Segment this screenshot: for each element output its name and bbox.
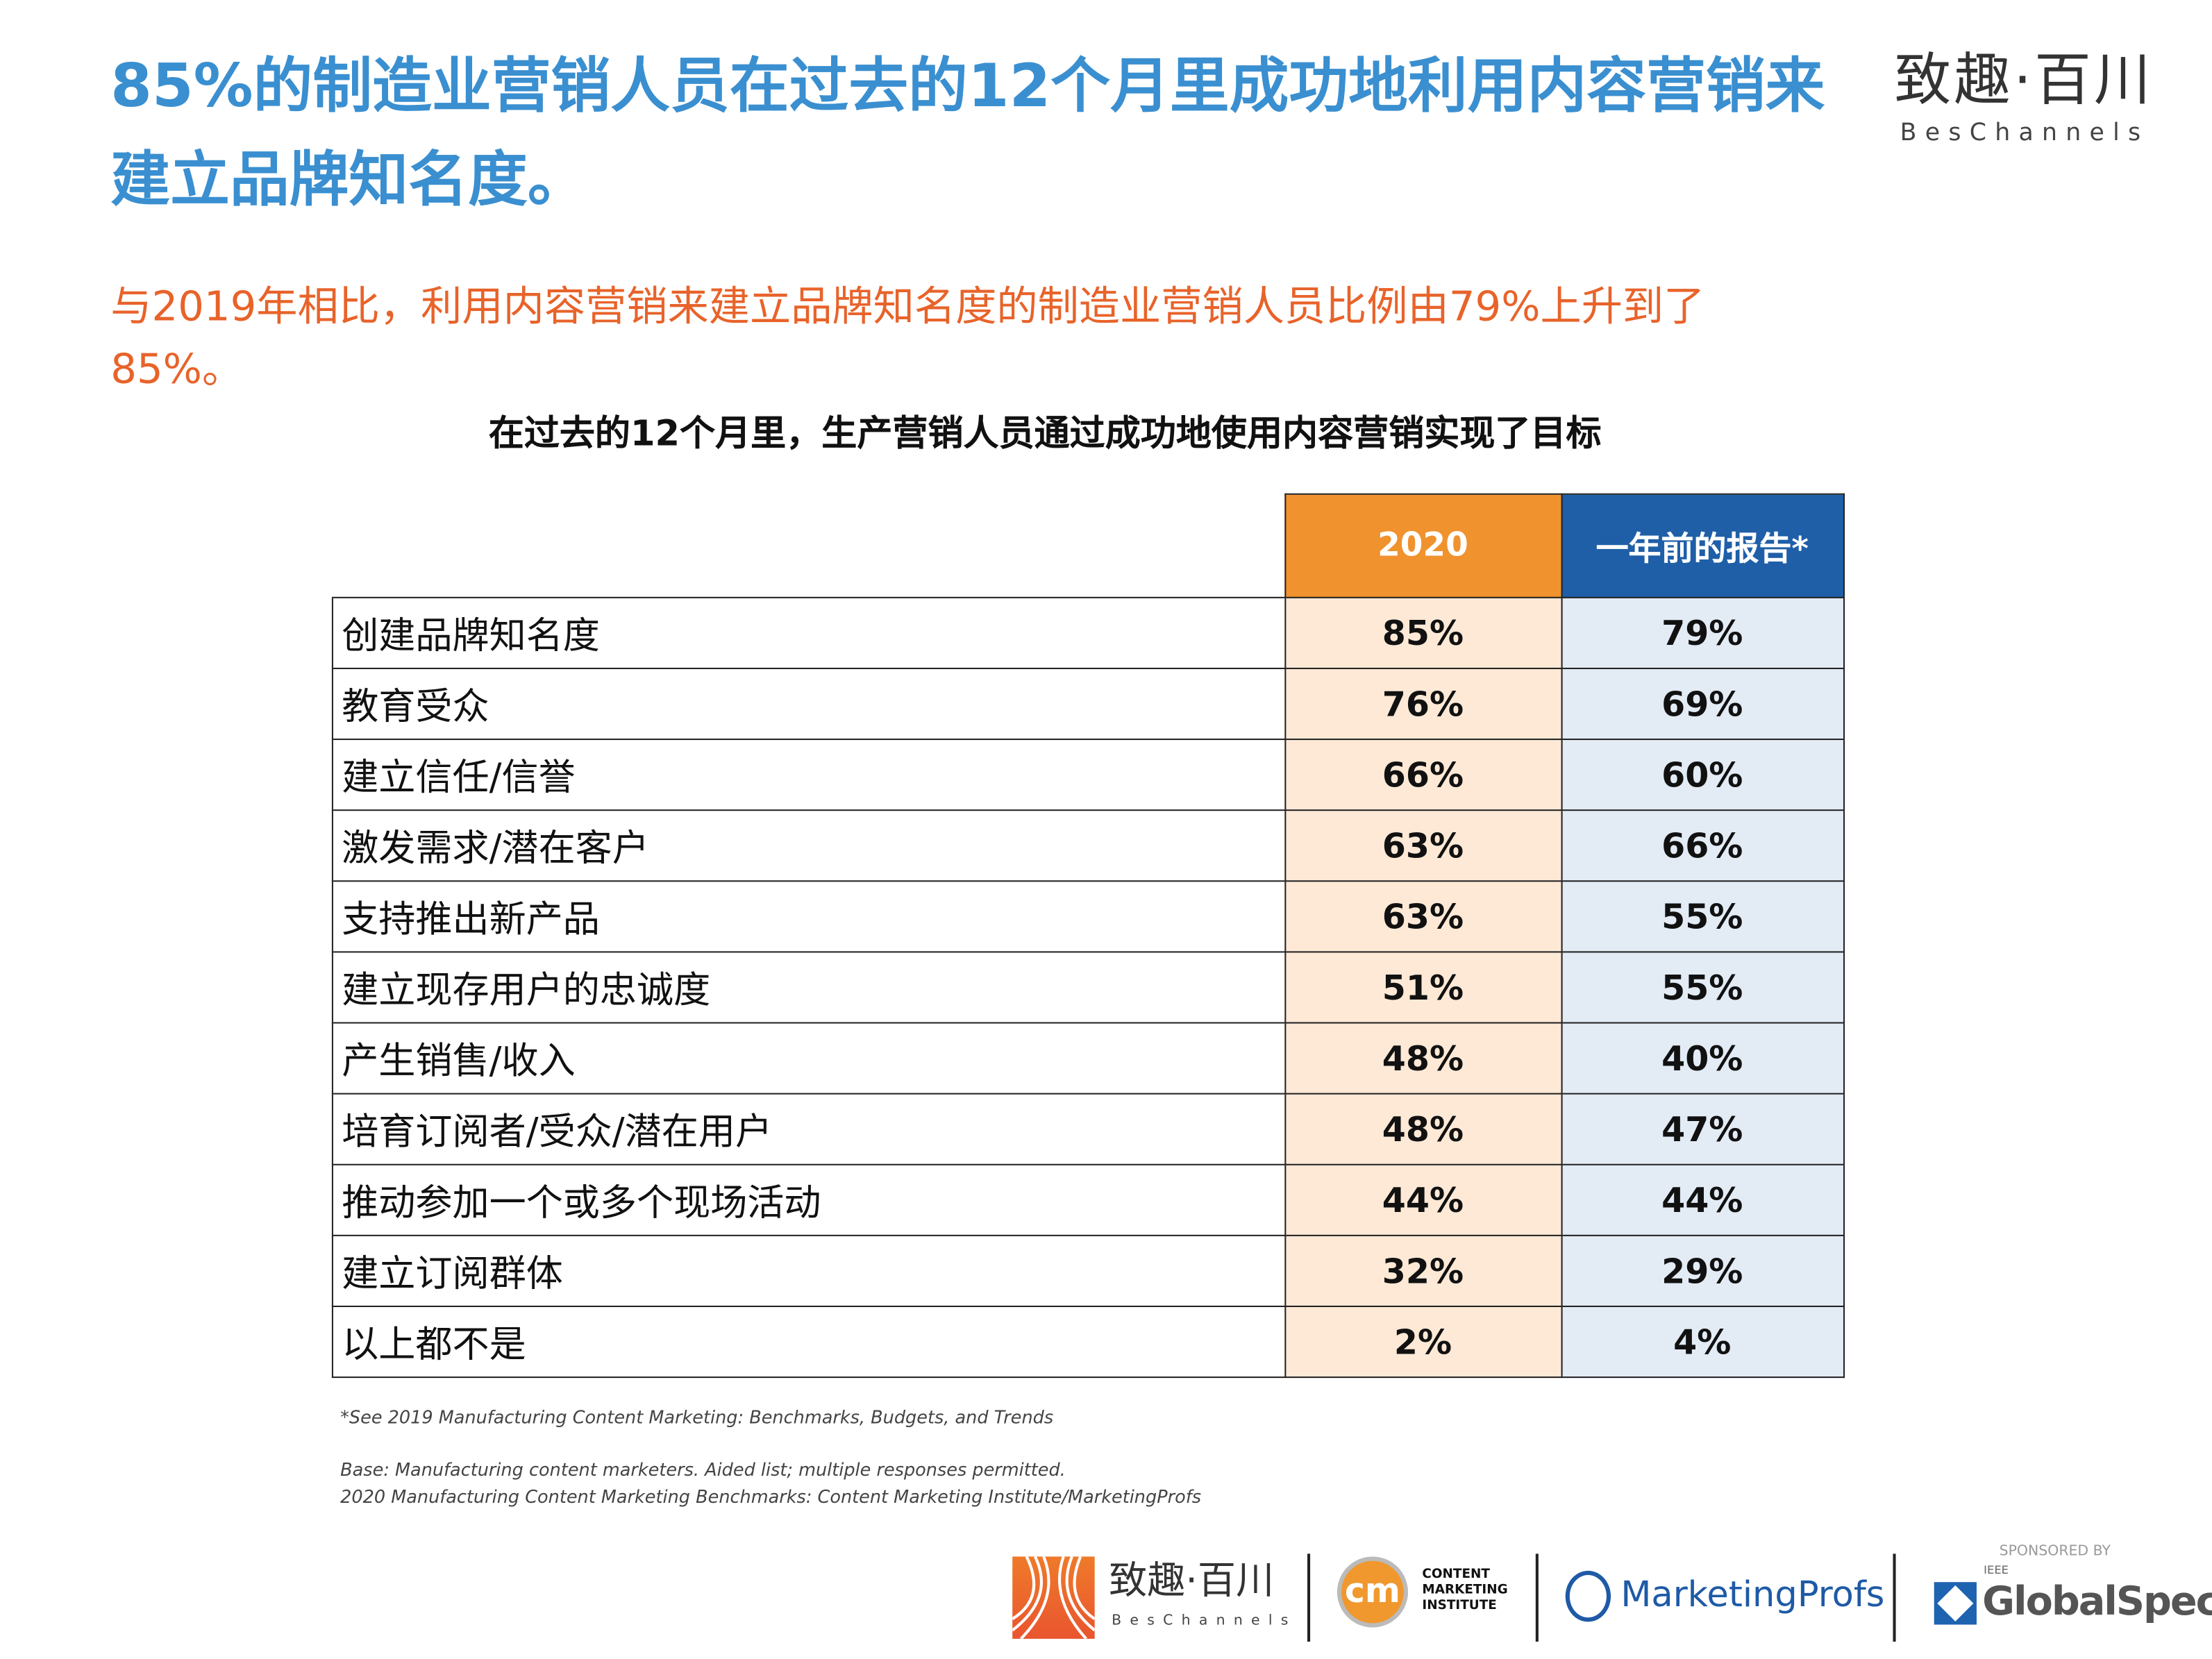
footer-divider (1307, 1553, 1310, 1642)
value-2020: 85% (1284, 596, 1562, 669)
table-row: 培育订阅者/受众/潜在用户 48% 47% (331, 1093, 1845, 1165)
row-label: 培育订阅者/受众/潜在用户 (331, 1093, 1286, 1165)
brand-logo-en: BesChannels (1900, 119, 2150, 148)
value-prior: 40% (1560, 1022, 1845, 1095)
cmi-logo-mark: cm (1337, 1556, 1409, 1628)
cmi-logo-text: CONTENT MARKETING INSTITUTE (1422, 1568, 1507, 1615)
row-label: 支持推出新产品 (331, 880, 1286, 953)
value-2020: 66% (1284, 739, 1562, 811)
value-2020: 32% (1284, 1234, 1562, 1308)
value-prior: 66% (1560, 809, 1845, 882)
globalspec-logo: GlobalSpec (1982, 1578, 2212, 1625)
cmi-text-3: INSTITUTE (1422, 1599, 1497, 1614)
cmi-text-1: CONTENT (1422, 1567, 1490, 1583)
beschannels-logo-mark (1012, 1556, 1095, 1639)
value-2020: 48% (1284, 1093, 1562, 1165)
value-2020: 2% (1284, 1305, 1562, 1379)
value-2020: 48% (1284, 1022, 1562, 1095)
value-2020: 76% (1284, 667, 1562, 741)
beschannels-footer-cn: 致趣·百川 (1109, 1559, 1275, 1603)
column-header-2020: 2020 (1284, 493, 1562, 598)
base-note: Base: Manufacturing content marketers. A… (340, 1458, 1066, 1481)
value-2020: 51% (1284, 951, 1562, 1024)
table-row: 教育受众 76% 69% (331, 667, 1845, 741)
value-prior: 55% (1560, 951, 1845, 1024)
row-label: 推动参加一个或多个现场活动 (331, 1163, 1286, 1236)
header-blank (332, 494, 1285, 598)
footer-divider (1893, 1553, 1895, 1642)
table-title: 在过去的12个月里，生产营销人员通过成功地使用内容营销实现了目标 (488, 412, 1602, 454)
value-prior: 69% (1560, 667, 1845, 741)
value-prior: 60% (1560, 739, 1845, 811)
cmi-text-2: MARKETING (1422, 1583, 1508, 1598)
row-label: 建立现存用户的忠诚度 (331, 951, 1286, 1024)
table-row: 创建品牌知名度 85% 79% (331, 596, 1845, 669)
subtitle: 与2019年相比，利用内容营销来建立品牌知名度的制造业营销人员比例由79%上升到… (110, 282, 1705, 393)
column-header-prior: 一年前的报告* (1560, 493, 1845, 598)
goals-table: 2020 一年前的报告* 创建品牌知名度 85% 79% 教育受众 76% 69% 建立信任… (331, 493, 1845, 1379)
marketingprofs-logo: MarketingProfs (1620, 1573, 1885, 1615)
row-label: 教育受众 (331, 667, 1286, 741)
footnote: *See 2019 Manufacturing Content Marketin… (340, 1406, 1054, 1428)
row-label: 产生销售/收入 (331, 1022, 1286, 1095)
value-prior: 29% (1560, 1234, 1845, 1308)
table-row: 推动参加一个或多个现场活动 44% 44% (331, 1163, 1845, 1236)
footer-divider (1535, 1553, 1538, 1642)
table-row: 以上都不是 2% 4% (331, 1305, 1845, 1379)
value-prior: 44% (1560, 1163, 1845, 1236)
page-title: 85%的制造业营销人员在过去的12个月里成功地利用内容营销来建立品牌知名度。 (110, 51, 1825, 214)
source-note: 2020 Manufacturing Content Marketing Ben… (340, 1485, 1202, 1507)
value-prior: 47% (1560, 1093, 1845, 1165)
table-row: 建立订阅群体 32% 29% (331, 1234, 1845, 1308)
table-row: 建立现存用户的忠诚度 51% 55% (331, 951, 1845, 1024)
table-row: 产生销售/收入 48% 40% (331, 1022, 1845, 1095)
beschannels-footer-en: BesChannels (1112, 1613, 1297, 1629)
sponsored-by-label: SPONSORED BY (1999, 1544, 2111, 1560)
table-row: 激发需求/潜在客户 63% 66% (331, 809, 1845, 882)
brand-logo-cn: 致趣·百川 (1894, 48, 2154, 114)
marketingprofs-logo-icon (1565, 1570, 1611, 1622)
table-row: 支持推出新产品 63% 55% (331, 880, 1845, 953)
table-header-row: 2020 一年前的报告* (332, 493, 1845, 598)
value-prior: 79% (1560, 596, 1845, 669)
table-row: 建立信任/信誉 66% 60% (331, 739, 1845, 811)
globalspec-logo-mark (1934, 1582, 1977, 1625)
row-label: 建立订阅群体 (331, 1234, 1286, 1308)
value-prior: 55% (1560, 880, 1845, 953)
row-label: 建立信任/信誉 (331, 739, 1286, 811)
row-label: 创建品牌知名度 (331, 596, 1286, 669)
value-2020: 63% (1284, 880, 1562, 953)
ieee-label: IEEE (1984, 1563, 2009, 1577)
row-label: 以上都不是 (331, 1305, 1286, 1379)
value-2020: 44% (1284, 1163, 1562, 1236)
row-label: 激发需求/潜在客户 (331, 809, 1286, 882)
value-2020: 63% (1284, 809, 1562, 882)
value-prior: 4% (1560, 1305, 1845, 1379)
